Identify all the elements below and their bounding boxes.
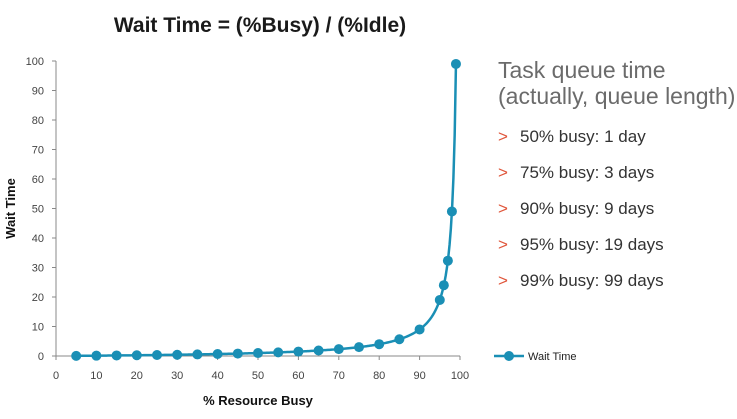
data-point bbox=[434, 294, 445, 305]
x-tick-label: 20 bbox=[131, 370, 143, 382]
y-tick-label: 20 bbox=[32, 292, 44, 304]
x-tick-label: 50 bbox=[252, 370, 264, 382]
x-tick-label: 80 bbox=[373, 370, 385, 382]
y-tick-label: 60 bbox=[32, 174, 44, 186]
side-title-line2: (actually, queue length) bbox=[498, 83, 736, 109]
data-point bbox=[232, 348, 243, 359]
data-point bbox=[273, 347, 284, 358]
bullet-text: 90% busy: 9 days bbox=[520, 199, 655, 218]
y-tick-label: 100 bbox=[26, 56, 44, 68]
y-tick-label: 90 bbox=[32, 86, 44, 98]
data-point bbox=[212, 349, 223, 360]
data-point bbox=[446, 206, 457, 217]
x-tick-label: 40 bbox=[211, 370, 223, 382]
legend-label: Wait Time bbox=[528, 351, 577, 363]
data-point bbox=[253, 348, 263, 359]
data-point bbox=[71, 350, 82, 361]
chevron-right-icon: > bbox=[498, 235, 508, 254]
x-tick-label: 10 bbox=[90, 370, 102, 382]
x-tick-label: 0 bbox=[53, 370, 59, 382]
chevron-right-icon: > bbox=[498, 163, 508, 182]
data-point bbox=[293, 346, 304, 357]
bullet-list: >50% busy: 1 day >75% busy: 3 days >90% bu… bbox=[498, 119, 737, 299]
x-tick-label: 90 bbox=[413, 370, 425, 382]
data-point bbox=[131, 350, 142, 361]
bullet-text: 50% busy: 1 day bbox=[520, 127, 646, 146]
x-tick-label: 30 bbox=[171, 370, 183, 382]
y-tick-label: 50 bbox=[32, 204, 44, 216]
data-point bbox=[192, 349, 203, 360]
y-axis-label: Wait Time bbox=[3, 178, 18, 239]
data-point bbox=[450, 58, 461, 69]
data-point bbox=[354, 342, 364, 353]
data-point bbox=[111, 350, 122, 361]
chevron-right-icon: > bbox=[498, 127, 508, 146]
legend-marker bbox=[504, 351, 514, 361]
y-tick-label: 30 bbox=[32, 263, 44, 275]
side-title-line1: Task queue time bbox=[498, 57, 666, 83]
bullet-item: >75% busy: 3 days bbox=[498, 155, 737, 191]
chevron-right-icon: > bbox=[498, 271, 508, 290]
data-point bbox=[91, 350, 102, 361]
x-tick-label: 100 bbox=[451, 370, 469, 382]
y-tick-label: 40 bbox=[32, 233, 44, 245]
data-point bbox=[152, 350, 162, 361]
bullet-text: 95% busy: 19 days bbox=[520, 235, 664, 254]
side-panel: Task queue time (actually, queue length)… bbox=[498, 57, 737, 299]
x-axis-label: % Resource Busy bbox=[203, 393, 314, 408]
data-point bbox=[442, 255, 453, 266]
x-tick-label: 70 bbox=[333, 370, 345, 382]
bullet-item: >50% busy: 1 day bbox=[498, 119, 737, 155]
y-tick-label: 80 bbox=[32, 115, 44, 127]
data-point bbox=[414, 324, 425, 335]
chevron-right-icon: > bbox=[498, 199, 508, 218]
bullet-item: >95% busy: 19 days bbox=[498, 227, 737, 263]
data-point bbox=[394, 334, 405, 345]
data-point bbox=[172, 349, 183, 360]
bullet-item: >90% busy: 9 days bbox=[498, 191, 737, 227]
data-point bbox=[313, 345, 324, 356]
y-tick-label: 70 bbox=[32, 145, 44, 157]
bullet-text: 75% busy: 3 days bbox=[520, 163, 655, 182]
data-point bbox=[374, 339, 385, 350]
chart-title: Wait Time = (%Busy) / (%Idle) bbox=[113, 14, 407, 37]
y-tick-label: 0 bbox=[38, 351, 44, 363]
bullet-text: 99% busy: 99 days bbox=[520, 271, 664, 290]
data-point bbox=[333, 344, 344, 355]
bullet-item: >99% busy: 99 days bbox=[498, 263, 737, 299]
x-tick-label: 60 bbox=[292, 370, 304, 382]
series-line-wait-time bbox=[72, 63, 458, 358]
side-panel-title: Task queue time (actually, queue length) bbox=[498, 57, 737, 109]
y-tick-label: 10 bbox=[32, 322, 44, 334]
data-point bbox=[438, 280, 449, 291]
